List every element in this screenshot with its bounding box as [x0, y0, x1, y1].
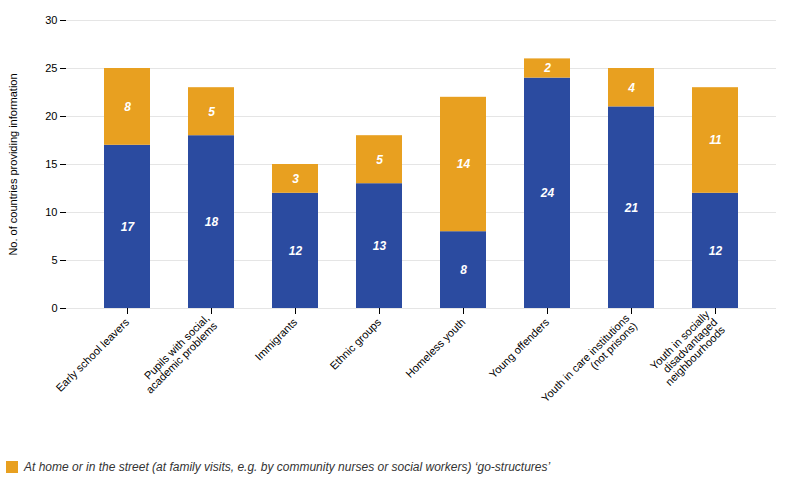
- svg-text:Pupils with social,academic pr: Pupils with social,academic problems: [136, 312, 220, 396]
- svg-text:0: 0: [51, 302, 57, 314]
- svg-text:12: 12: [289, 244, 303, 258]
- svg-text:18: 18: [205, 215, 219, 229]
- html-text:At home or in the street (at f: At home or in the street (at family visi…: [24, 460, 551, 474]
- svg-text:12: 12: [709, 244, 723, 258]
- svg-text:11: 11: [709, 133, 722, 147]
- svg-text:10: 10: [45, 206, 57, 218]
- svg-text:21: 21: [624, 201, 639, 215]
- svg-text:17: 17: [121, 220, 136, 234]
- svg-text:5: 5: [51, 254, 57, 266]
- svg-text:2: 2: [543, 61, 551, 75]
- svg-text:5: 5: [376, 153, 383, 167]
- svg-text:Ethnic groups: Ethnic groups: [327, 315, 383, 371]
- svg-text:24: 24: [540, 186, 555, 200]
- svg-text:8: 8: [124, 100, 131, 114]
- svg-text:Young offenders: Young offenders: [487, 315, 552, 380]
- svg-text:20: 20: [45, 110, 57, 122]
- svg-text:Homeless youth: Homeless youth: [403, 316, 467, 380]
- svg-text:4: 4: [627, 81, 635, 95]
- svg-text:8: 8: [460, 263, 467, 277]
- svg-text:Immigrants: Immigrants: [252, 315, 299, 362]
- svg-text:No. of countries providing inf: No. of countries providing information: [7, 73, 19, 255]
- svg-text:15: 15: [45, 158, 57, 170]
- svg-text:3: 3: [292, 172, 299, 186]
- svg-text:13: 13: [373, 239, 387, 253]
- svg-text:25: 25: [45, 62, 57, 74]
- svg-text:30: 30: [45, 14, 57, 26]
- svg-text:14: 14: [457, 157, 471, 171]
- svg-text:Early school leavers: Early school leavers: [53, 315, 131, 393]
- svg-text:Youth in care institutions(not: Youth in care institutions(not prisons): [539, 312, 640, 413]
- svg-text:Youth in sociallydisadvantaged: Youth in sociallydisadvantagedneighbourh…: [647, 308, 727, 388]
- svg-text:5: 5: [208, 105, 215, 119]
